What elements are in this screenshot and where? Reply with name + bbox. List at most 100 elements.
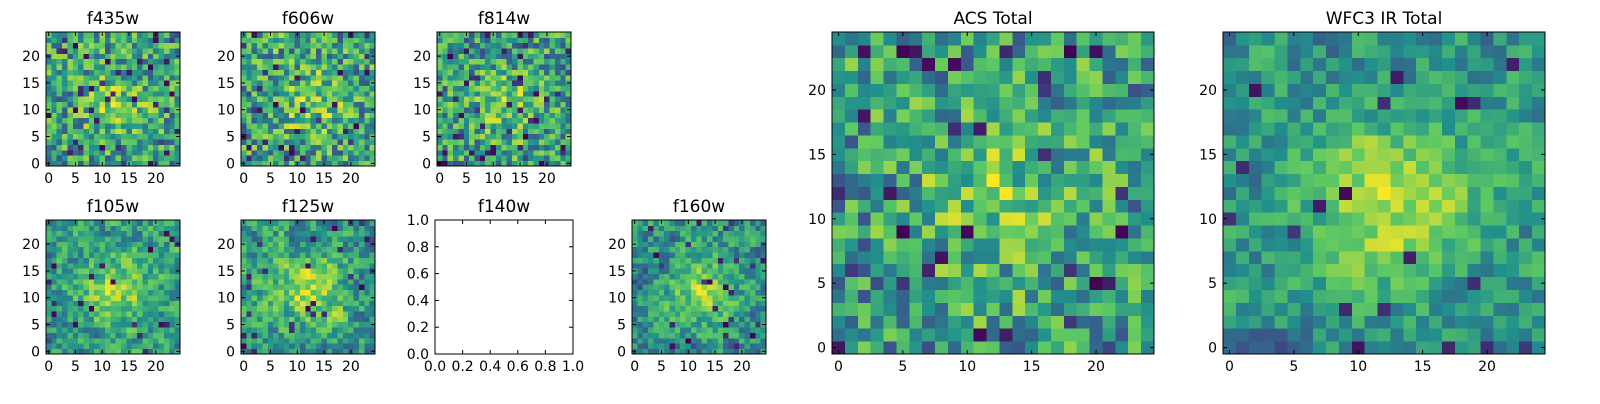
heatmap-cell — [62, 75, 68, 81]
heatmap-cell — [343, 225, 349, 231]
heatmap-cell — [935, 251, 948, 264]
heatmap-cell — [745, 220, 751, 226]
heatmap-cell — [105, 231, 111, 237]
heatmap-cell — [354, 59, 360, 65]
heatmap-cell — [116, 145, 122, 151]
heatmap-cell — [364, 236, 370, 242]
y-tick-label: 5 — [31, 318, 40, 334]
heatmap-cell — [512, 80, 518, 86]
heatmap-cell — [164, 107, 170, 113]
heatmap-cell — [311, 139, 317, 145]
heatmap-cell — [437, 86, 443, 92]
heatmap-cell — [517, 53, 523, 59]
heatmap-cell — [332, 268, 338, 274]
heatmap-cell — [845, 225, 858, 238]
heatmap-cell — [1365, 328, 1378, 341]
heatmap-cell — [105, 247, 111, 253]
heatmap-cell — [246, 102, 252, 108]
heatmap-cell — [653, 311, 659, 317]
heatmap-cell — [1429, 187, 1442, 200]
heatmap-cell — [337, 134, 343, 140]
heatmap-cell — [696, 284, 702, 290]
heatmap-cell — [871, 174, 884, 187]
heatmap-cell — [845, 277, 858, 290]
heatmap-cell — [1262, 328, 1275, 341]
heatmap-cell — [871, 264, 884, 277]
heatmap-cell — [100, 300, 106, 306]
heatmap-cell — [121, 64, 127, 70]
heatmap-cell — [659, 247, 665, 253]
heatmap-cell — [94, 96, 100, 102]
heatmap-cell — [348, 241, 354, 247]
heatmap-cell — [116, 134, 122, 140]
heatmap-cell — [659, 252, 665, 258]
heatmap-cell — [169, 134, 175, 140]
heatmap-cell — [279, 241, 285, 247]
heatmap-cell — [728, 284, 734, 290]
heatmap-cell — [1077, 187, 1090, 200]
y-tick-label: 20 — [608, 237, 626, 253]
heatmap-cell — [84, 247, 90, 253]
heatmap-cell — [284, 37, 290, 43]
heatmap-cell — [909, 277, 922, 290]
heatmap-cell — [1390, 251, 1403, 264]
heatmap-cell — [73, 86, 79, 92]
heatmap-cell — [89, 145, 95, 151]
heatmap-cell — [458, 91, 464, 97]
heatmap-cell — [105, 150, 111, 156]
heatmap-cell — [284, 220, 290, 226]
heatmap-cell — [1090, 174, 1103, 187]
heatmap-cell — [94, 75, 100, 81]
heatmap-cell — [750, 279, 756, 285]
heatmap-cell — [453, 80, 459, 86]
heatmap-cell — [670, 300, 676, 306]
heatmap-cell — [262, 96, 268, 102]
heatmap-cell — [637, 263, 643, 269]
heatmap-cell — [159, 80, 165, 86]
heatmap-cell — [1365, 302, 1378, 315]
heatmap-cell — [517, 139, 523, 145]
heatmap-cell — [311, 274, 317, 280]
heatmap-cell — [987, 58, 1000, 71]
heatmap-cell — [78, 48, 84, 54]
heatmap-cell — [273, 236, 279, 242]
heatmap-cell — [273, 43, 279, 49]
heatmap-cell — [1326, 328, 1339, 341]
heatmap-cell — [745, 247, 751, 253]
heatmap-cell — [273, 48, 279, 54]
heatmap-cell — [935, 96, 948, 109]
heatmap-cell — [491, 70, 497, 76]
heatmap-cell — [159, 274, 165, 280]
heatmap-cell — [643, 327, 649, 333]
heatmap-cell — [126, 263, 132, 269]
heatmap-cell — [544, 43, 550, 49]
heatmap-cell — [51, 236, 57, 242]
heatmap-cell — [539, 75, 545, 81]
heatmap-cell — [707, 236, 713, 242]
heatmap-cell — [1249, 238, 1262, 251]
heatmap-cell — [637, 295, 643, 301]
heatmap-cell — [1468, 315, 1481, 328]
heatmap-cell — [78, 268, 84, 274]
heatmap-cell — [1090, 199, 1103, 212]
heatmap-cell — [300, 32, 306, 38]
heatmap-cell — [961, 212, 974, 225]
heatmap-cell — [153, 268, 159, 274]
heatmap-cell — [327, 225, 333, 231]
heatmap-cell — [442, 75, 448, 81]
heatmap-cell — [142, 295, 148, 301]
heatmap-cell — [116, 53, 122, 59]
x-tick-label: 10 — [288, 359, 306, 375]
heatmap-cell — [169, 53, 175, 59]
heatmap-cell — [84, 258, 90, 264]
heatmap-cell — [153, 107, 159, 113]
heatmap-cell — [1313, 290, 1326, 303]
heatmap-cell — [164, 53, 170, 59]
heatmap-cell — [132, 48, 138, 54]
heatmap-cell — [702, 343, 708, 349]
heatmap-cell — [691, 225, 697, 231]
heatmap-cell — [164, 86, 170, 92]
heatmap-cell — [332, 279, 338, 285]
heatmap-cell — [560, 128, 566, 134]
heatmap-cell — [337, 53, 343, 59]
